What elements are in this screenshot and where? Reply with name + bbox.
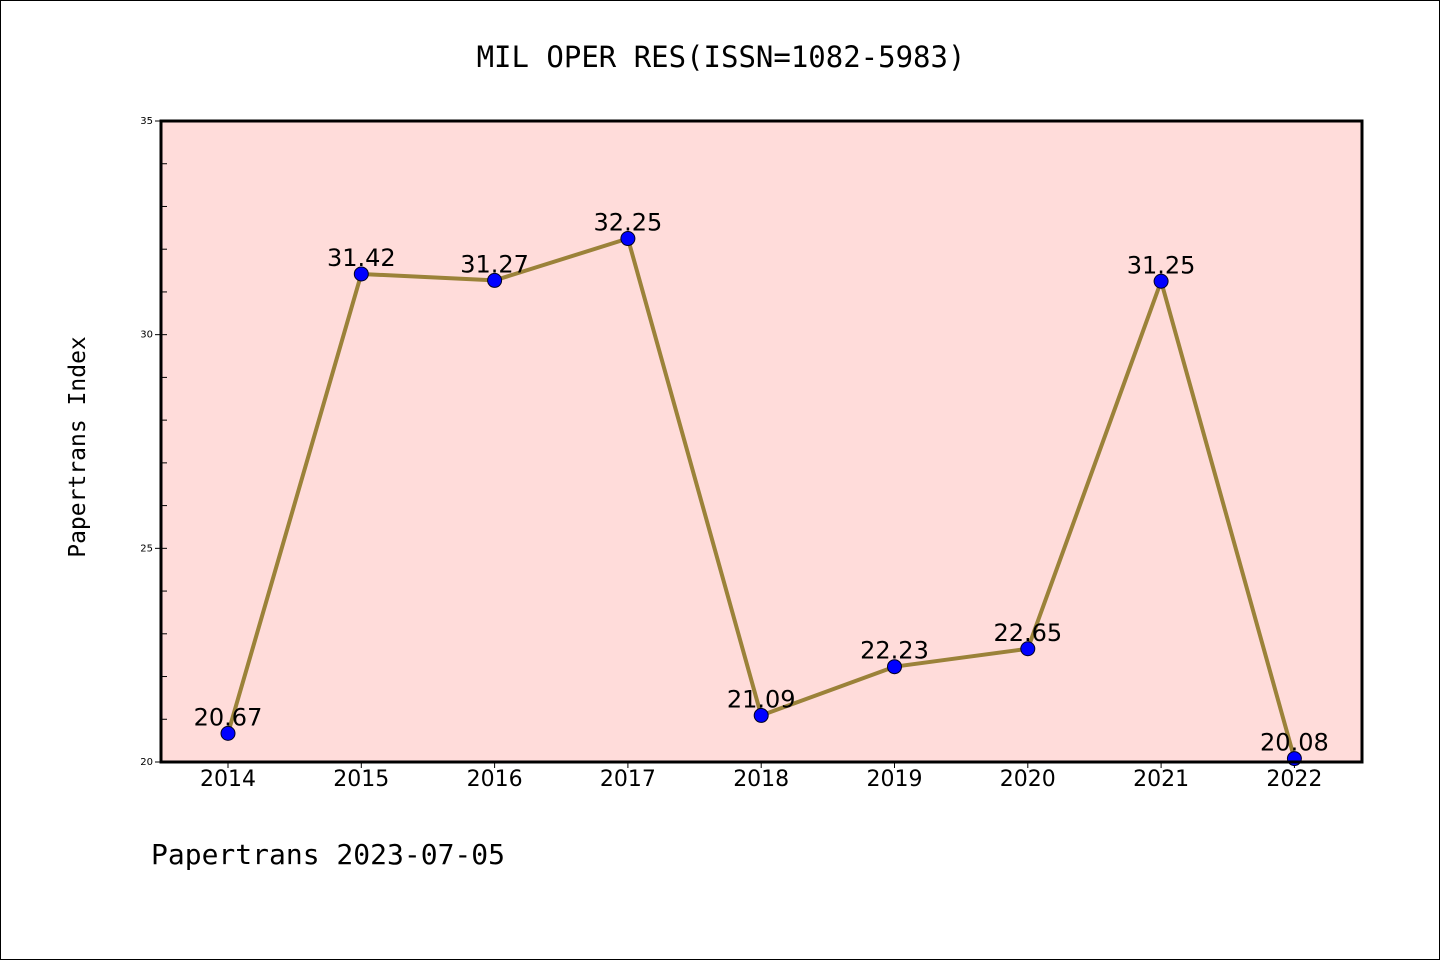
x-tick-label: 2020 bbox=[1000, 767, 1056, 792]
data-point bbox=[487, 272, 503, 288]
data-point bbox=[753, 707, 769, 723]
data-point bbox=[887, 659, 902, 675]
data-point bbox=[620, 231, 636, 247]
x-tick-label: 2019 bbox=[867, 767, 923, 792]
x-tick-label: 2014 bbox=[200, 767, 256, 792]
x-tick-label: 2016 bbox=[467, 767, 523, 792]
data-labels: 20.67 31.42 31.27 32.25 21.09 22.23 22.65 31.25… bbox=[194, 209, 1329, 757]
x-tick-label: 2018 bbox=[733, 767, 789, 792]
data-label: 22.65 bbox=[993, 619, 1062, 647]
data-label: 31.25 bbox=[1127, 251, 1196, 279]
data-point bbox=[220, 725, 236, 741]
x-axis-ticks: 2014 2015 2016 2017 2018 2019 2020 2021 2022 bbox=[200, 762, 1322, 792]
y-axis-label: Papertrans Index bbox=[65, 336, 91, 558]
y-tick-label: 35 bbox=[140, 116, 153, 127]
plot-border bbox=[159, 119, 1364, 764]
data-point bbox=[1020, 641, 1036, 657]
data-point bbox=[353, 266, 369, 282]
plot-area bbox=[161, 121, 1362, 762]
chart-title: MIL OPER RES(ISSN=1082-5983) bbox=[477, 40, 966, 74]
data-label: 20.08 bbox=[1260, 729, 1329, 757]
y-tick-label: 30 bbox=[140, 330, 153, 341]
x-tick-label: 2015 bbox=[333, 767, 389, 792]
data-label: 31.27 bbox=[460, 250, 529, 278]
series-markers bbox=[220, 231, 1302, 767]
y-tick-label: 25 bbox=[140, 543, 153, 554]
footer-date: Papertrans 2023-07-05 bbox=[151, 838, 505, 871]
x-tick-label: 2022 bbox=[1266, 767, 1322, 792]
data-label: 22.23 bbox=[860, 637, 929, 665]
x-tick-label: 2021 bbox=[1133, 767, 1189, 792]
data-label: 20.67 bbox=[194, 703, 263, 731]
data-label: 32.25 bbox=[594, 209, 663, 237]
y-tick-label: 20 bbox=[140, 757, 153, 768]
data-label: 21.09 bbox=[727, 685, 796, 713]
x-tick-label: 2017 bbox=[600, 767, 656, 792]
y-axis-ticks: 20 25 30 35 bbox=[140, 116, 161, 768]
data-label: 31.42 bbox=[327, 244, 396, 272]
data-point bbox=[1153, 273, 1169, 289]
